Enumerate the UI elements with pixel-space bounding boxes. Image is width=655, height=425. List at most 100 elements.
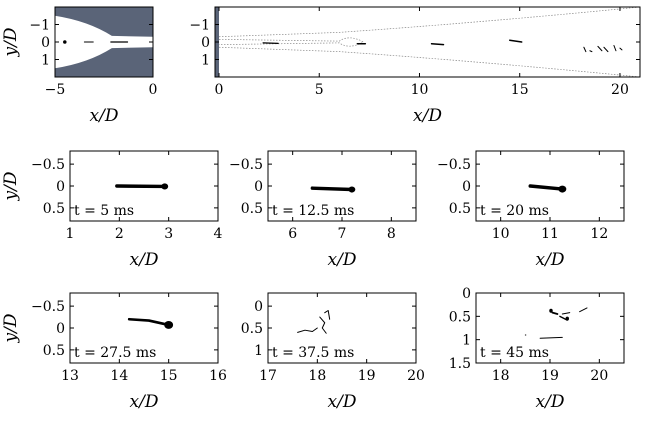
- chart-snap-2-droplet-head-1: [348, 186, 356, 193]
- chart-snap-6-xtick-label-3: 20: [590, 368, 608, 384]
- chart-overview-droplet-3: [430, 43, 445, 46]
- chart-overview-droplet-9: [619, 47, 623, 51]
- chart-snap-1-xtick-label-1: 1: [66, 226, 75, 242]
- chart-snap-2-ytick-label-2: 0: [254, 179, 263, 195]
- chart-snap-6-droplet-5: [539, 336, 563, 339]
- chart-snap-5-droplet-2: [319, 316, 327, 334]
- chart-snap-6-ytick-label-1: 0: [462, 286, 471, 302]
- chart-snap-1-droplet-head-1: [161, 183, 169, 190]
- chart-snap-3-droplet-1: [528, 184, 565, 191]
- chart-snap-3-xtick-label-3: 12: [590, 226, 608, 242]
- chart-snap-1-ytick-label-3: 0.5: [43, 201, 65, 217]
- chart-snap-5-xlabel: x/D: [328, 392, 357, 412]
- chart-snap-6-droplet-head-2: [565, 316, 569, 321]
- chart-overview-xtick-label-4: 15: [511, 82, 529, 98]
- chart-snap-5-xtick-label-3: 19: [358, 368, 376, 384]
- chart-snap-5-plot-area: [297, 310, 331, 334]
- chart-snap-5-ytick-label-2: 0.5: [241, 321, 263, 337]
- chart-snap-3-plot-area: [528, 184, 567, 193]
- chart-snap-2-droplet-1: [310, 186, 354, 192]
- chart-snap-3-xlabel: x/D: [536, 250, 565, 270]
- chart-snap-6-time-label: t = 45 ms: [480, 345, 549, 361]
- chart-snap-3-ytick-label-2: 0: [462, 179, 471, 195]
- chart-snap-5-droplet-1: [297, 327, 318, 333]
- chart-snap-1-xtick-label-2: 2: [115, 226, 124, 242]
- chart-snap-3-xtick-label-1: 10: [492, 226, 510, 242]
- nozzle-wall-top: [55, 7, 153, 37]
- chart-snap-4-plot-area: [127, 317, 174, 329]
- jet-outline-1: [218, 7, 640, 38]
- chart-overview-droplet-1: [262, 42, 279, 45]
- chart-snap-2: 6 7 8 −0.5 0 0.5 x/D t = 12.5 ms: [229, 150, 417, 270]
- chart-snap-1-xtick-label-4: 4: [214, 226, 223, 242]
- chart-snap-4-droplet-head-1: [164, 321, 174, 329]
- chart-snap-5: 17 18 19 20 0 0.5 1 x/D t = 37.5 ms: [241, 292, 425, 412]
- chart-snap-3-time-label: t = 20 ms: [480, 203, 549, 219]
- chart-snap-2-xtick-label-2: 7: [338, 226, 347, 242]
- chart-nozzle-ytick-label-1: −1: [29, 18, 50, 34]
- chart-nozzle-xtick-label-2: 0: [149, 82, 158, 98]
- chart-snap-2-time-label: t = 12.5 ms: [272, 203, 354, 219]
- chart-snap-6-xtick-label-1: 18: [492, 368, 510, 384]
- chart-nozzle-plot-area: [55, 7, 153, 77]
- chart-overview-droplet-4: [508, 39, 523, 43]
- chart-overview-droplet-10: [589, 50, 593, 53]
- chart-snap-5-ytick-label-1: 0: [254, 299, 263, 315]
- chart-snap-2-ytick-label-3: 0.5: [241, 201, 263, 217]
- chart-overview-ytick-label-3: 1: [201, 53, 210, 69]
- chart-overview-xlabel: x/D: [413, 106, 442, 126]
- chart-overview-droplet-8: [613, 45, 617, 52]
- chart-snap-4-ytick-label-2: 0: [56, 321, 65, 337]
- chart-overview-xtick-label-3: 10: [411, 82, 429, 98]
- chart-snap-2-xtick-label-3: 8: [387, 226, 396, 242]
- chart-overview-xtick-label-1: 0: [215, 82, 224, 98]
- chart-snap-2-xtick-label-1: 6: [288, 226, 297, 242]
- chart-overview-droplet-6: [597, 45, 603, 52]
- chart-snap-5-xtick-label-4: 20: [407, 368, 425, 384]
- chart-snap-4-xtick-label-2: 14: [110, 368, 128, 384]
- chart-snap-5-xtick-label-2: 18: [308, 368, 326, 384]
- chart-snap-4-xlabel: x/D: [130, 392, 159, 412]
- chart-snap-1-ytick-label-1: −0.5: [31, 157, 65, 173]
- chart-nozzle-xlabel: x/D: [90, 106, 119, 126]
- nozzle-wall-bottom: [55, 47, 153, 77]
- chart-overview-xtick-label-2: 5: [315, 82, 324, 98]
- chart-overview-plot-area: [215, 7, 640, 77]
- chart-snap-5-ytick-label-3: 1: [254, 343, 263, 359]
- chart-snap-6-droplet-head-1: [549, 308, 553, 313]
- chart-nozzle-xtick-label-1: −5: [45, 82, 66, 98]
- chart-snap-6-xlabel: x/D: [536, 392, 565, 412]
- chart-snap-4: 13 14 15 16 −0.5 0 0.5 x/D y/D t = 27.5 ms: [1, 292, 227, 412]
- chart-snap-3-droplet-head-1: [558, 185, 567, 193]
- chart-overview-droplet-5: [583, 46, 587, 53]
- chart-snap-5-time-label: t = 37.5 ms: [272, 345, 354, 361]
- chart-snap-3-ytick-label-3: 0.5: [449, 201, 471, 217]
- chart-snap-6: 18 19 20 0 0.5 1 1.5 x/D t = 45 ms: [449, 286, 625, 412]
- chart-overview-ytick-label-2: 0: [201, 35, 210, 51]
- chart-snap-1-plot-area: [115, 183, 169, 190]
- chart-snap-4-xtick-label-4: 16: [209, 368, 227, 384]
- chart-snap-6-droplet-4: [579, 307, 588, 313]
- chart-snap-1-ylabel: y/D: [1, 171, 21, 201]
- chart-snap-2-plot-area: [310, 186, 356, 193]
- chart-snap-1-xtick-label-3: 3: [164, 226, 173, 242]
- chart-snap-5-xtick-label-1: 17: [259, 368, 277, 384]
- chart-snap-4-droplet-1: [127, 317, 170, 327]
- chart-snap-6-plot-area: [524, 307, 588, 339]
- chart-snap-6-ytick-label-2: 0.5: [449, 309, 471, 325]
- chart-snap-4-time-label: t = 27.5 ms: [74, 345, 156, 361]
- chart-snap-4-ytick-label-1: −0.5: [31, 299, 65, 315]
- chart-snap-3-xtick-label-2: 11: [541, 226, 559, 242]
- chart-overview-droplet-7: [603, 46, 609, 53]
- chart-snap-6-droplet-3: [561, 312, 571, 315]
- chart-overview-ytick-label-1: −1: [189, 18, 210, 34]
- chart-nozzle-droplet-1: [63, 40, 67, 44]
- chart-snap-4-xtick-label-1: 13: [61, 368, 79, 384]
- chart-snap-6-ytick-label-4: 1.5: [449, 356, 471, 372]
- chart-overview-frame: [214, 6, 641, 78]
- chart-snap-6-droplet-1: [551, 311, 559, 315]
- chart-snap-1-ytick-label-2: 0: [56, 179, 65, 195]
